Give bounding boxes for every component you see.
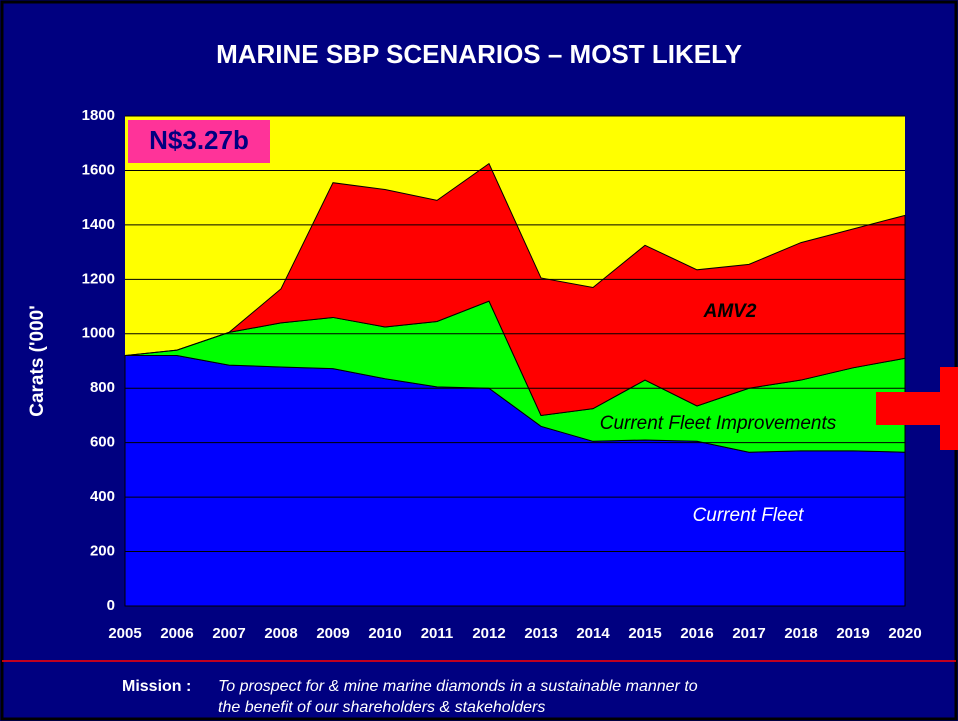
x-tick-label: 2010 <box>368 625 401 642</box>
x-tick-label: 2017 <box>732 625 765 642</box>
area <box>124 162 906 416</box>
x-tick-label: 2008 <box>264 625 297 642</box>
x-tick-label: 2005 <box>108 625 141 642</box>
x-tick-label: 2020 <box>888 625 921 642</box>
x-tick-label: 2016 <box>680 625 713 642</box>
mission-text: the benefit of our shareholders & stakeh… <box>218 699 545 716</box>
x-tick-label: 2014 <box>576 625 610 642</box>
mission-label: Mission : <box>122 678 191 695</box>
plot <box>124 116 906 607</box>
x-tick-label: 2009 <box>316 625 349 642</box>
annotation-box <box>128 120 270 163</box>
y-tick-label: 200 <box>90 543 115 560</box>
x-tick-label: 2012 <box>472 625 505 642</box>
chart-title: MARINE SBP SCENARIOS – MOST LIKELY <box>216 39 742 69</box>
y-tick-label: 1400 <box>82 216 115 233</box>
arrow <box>876 367 958 450</box>
x-tick-label: 2019 <box>836 625 869 642</box>
annotation: N$3.27b <box>149 125 249 155</box>
mission-text: To prospect for & mine marine diamonds i… <box>218 678 698 695</box>
y-tick-label: 1800 <box>82 107 115 124</box>
x-tick-label: 2006 <box>160 625 193 642</box>
x-tick-label: 2013 <box>524 625 557 642</box>
series-label: Current Fleet <box>693 505 805 526</box>
x-tick-label: 2018 <box>784 625 817 642</box>
x-tick-label: 2011 <box>421 625 454 642</box>
y-tick-label: 800 <box>90 379 115 396</box>
x-tick-label: 2015 <box>628 625 661 642</box>
x-tick-label: 2007 <box>212 625 245 642</box>
y-tick-label: 1000 <box>82 325 115 342</box>
y-axis-label: Carats ('000' <box>27 305 48 417</box>
y-tick-label: 400 <box>90 488 115 505</box>
y-tick-label: 1600 <box>82 161 115 178</box>
series-label: Current Fleet Improvements <box>600 413 837 434</box>
series-label: AMV2 <box>703 301 757 322</box>
y-tick-label: 600 <box>90 434 115 451</box>
y-tick-label: 1200 <box>82 270 115 287</box>
y-tick-label: 0 <box>107 597 115 614</box>
